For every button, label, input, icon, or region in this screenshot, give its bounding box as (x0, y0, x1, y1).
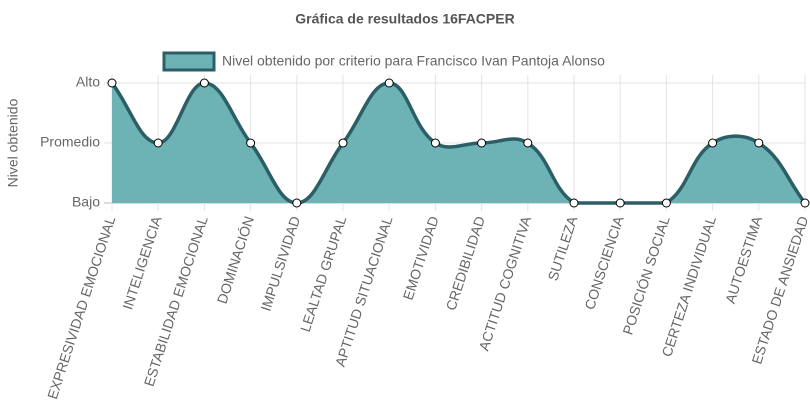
point (107, 78, 117, 88)
y-tick-label: Alto (76, 74, 100, 90)
point (800, 198, 810, 208)
chart-title: Gráfica de resultados 16FACPER (295, 11, 514, 27)
x-tick-label: CREDIBILIDAD (442, 214, 488, 312)
point (430, 138, 440, 148)
legend-swatch (162, 51, 216, 72)
point (384, 78, 394, 88)
point (292, 198, 302, 208)
point (246, 138, 256, 148)
x-tick-label: IMPULSIVIDAD (257, 214, 303, 313)
y-tick-label: Bajo (72, 194, 100, 210)
x-tick-label: SUTILEZA (544, 214, 580, 283)
point (661, 198, 671, 208)
legend-label: Nivel obtenido por criterio para Francis… (222, 53, 605, 69)
x-tick-label: INTELIGENCIA (119, 214, 164, 312)
x-tick-label: EXPRESIVIDAD EMOCIONAL (44, 214, 118, 401)
x-tick-label: CERTEZA INDIVIDUAL (658, 214, 719, 359)
point (477, 138, 487, 148)
x-tick-label: LEALTAD GRUPAL (297, 214, 350, 334)
point (708, 138, 718, 148)
y-axis-label: Nivel obtenido (5, 98, 21, 187)
point (523, 138, 533, 148)
x-tick-label: AUTOESTIMA (722, 214, 765, 306)
point (615, 198, 625, 208)
point (338, 138, 348, 148)
point (199, 78, 209, 88)
point (569, 198, 579, 208)
point (153, 138, 163, 148)
y-tick-label: Promedio (40, 134, 100, 150)
point (754, 138, 764, 148)
x-tick-label: CONSCIENCIA (581, 213, 626, 311)
x-tick-label: ACTITUD COGNITIVA (476, 214, 535, 353)
x-tick-label: DOMINACIÓN (214, 214, 257, 305)
x-tick-label: EMOTIVIDAD (400, 214, 442, 302)
x-tick-label: POSICIÓN SOCIAL (619, 214, 673, 337)
